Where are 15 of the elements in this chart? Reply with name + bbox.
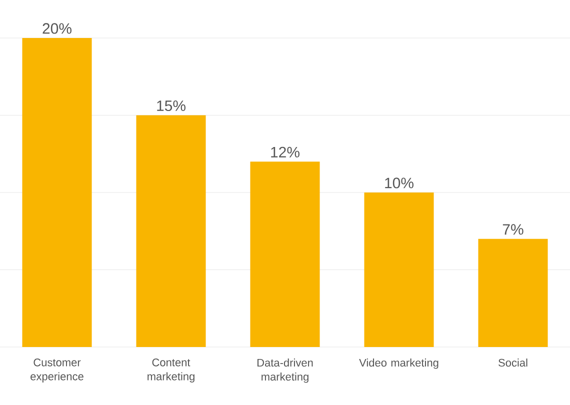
x-tick-label: Video marketing <box>359 358 438 369</box>
bar <box>478 238 548 347</box>
data-label: 15% <box>157 100 186 112</box>
data-label: 10% <box>385 178 414 188</box>
x-tick-label: Customer experience <box>30 358 84 382</box>
data-label: 7% <box>502 224 524 235</box>
x-tick-label: Social <box>498 358 528 367</box>
x-tick-label: Data-driven marketing <box>257 358 313 383</box>
bar <box>364 192 434 347</box>
x-tick-label: Content marketing <box>148 358 194 382</box>
bar <box>250 162 320 347</box>
bar <box>22 38 92 347</box>
data-label: 12% <box>271 146 300 158</box>
data-label: 20% <box>42 23 72 34</box>
bar <box>136 115 206 347</box>
